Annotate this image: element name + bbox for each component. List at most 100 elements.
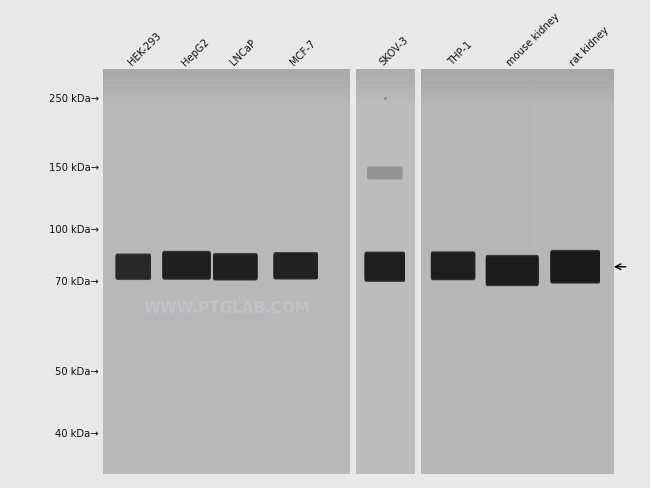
Bar xyxy=(421,80,614,84)
FancyBboxPatch shape xyxy=(431,252,475,280)
FancyBboxPatch shape xyxy=(365,254,405,280)
Text: SKOV-3: SKOV-3 xyxy=(378,35,410,68)
FancyBboxPatch shape xyxy=(431,253,475,280)
FancyBboxPatch shape xyxy=(213,254,257,281)
FancyBboxPatch shape xyxy=(214,261,257,274)
FancyBboxPatch shape xyxy=(551,255,600,280)
Text: 150 kDa→: 150 kDa→ xyxy=(49,163,99,172)
FancyBboxPatch shape xyxy=(213,255,257,279)
FancyBboxPatch shape xyxy=(431,255,475,277)
FancyBboxPatch shape xyxy=(551,252,600,283)
Bar xyxy=(356,70,415,75)
FancyBboxPatch shape xyxy=(486,259,538,283)
FancyBboxPatch shape xyxy=(365,254,405,281)
Bar xyxy=(103,84,350,89)
Bar xyxy=(356,70,415,474)
FancyBboxPatch shape xyxy=(162,255,211,276)
Bar xyxy=(356,99,415,103)
Text: 250 kDa→: 250 kDa→ xyxy=(49,94,99,103)
FancyBboxPatch shape xyxy=(551,251,600,284)
FancyBboxPatch shape xyxy=(486,257,538,285)
FancyBboxPatch shape xyxy=(431,254,475,279)
FancyBboxPatch shape xyxy=(162,252,211,279)
Bar xyxy=(356,89,415,94)
Text: THP-1: THP-1 xyxy=(446,40,474,68)
FancyBboxPatch shape xyxy=(274,254,318,279)
Text: mouse kidney: mouse kidney xyxy=(505,11,562,68)
Bar xyxy=(103,99,350,103)
FancyBboxPatch shape xyxy=(551,259,599,275)
FancyBboxPatch shape xyxy=(274,255,318,278)
FancyBboxPatch shape xyxy=(486,260,538,283)
FancyBboxPatch shape xyxy=(551,250,600,284)
FancyBboxPatch shape xyxy=(367,168,402,180)
FancyBboxPatch shape xyxy=(367,167,402,180)
FancyBboxPatch shape xyxy=(486,256,538,286)
FancyBboxPatch shape xyxy=(365,260,404,274)
Bar xyxy=(421,103,614,108)
Text: rat kidney: rat kidney xyxy=(568,25,611,68)
FancyBboxPatch shape xyxy=(486,257,538,285)
FancyBboxPatch shape xyxy=(162,254,211,278)
Bar xyxy=(421,75,614,80)
FancyBboxPatch shape xyxy=(367,168,402,179)
FancyBboxPatch shape xyxy=(116,255,151,280)
FancyBboxPatch shape xyxy=(116,256,151,279)
FancyBboxPatch shape xyxy=(116,256,151,278)
FancyBboxPatch shape xyxy=(365,253,405,281)
FancyBboxPatch shape xyxy=(274,256,318,277)
FancyBboxPatch shape xyxy=(274,260,317,273)
FancyBboxPatch shape xyxy=(432,260,474,273)
FancyBboxPatch shape xyxy=(431,255,475,278)
Bar xyxy=(356,103,415,108)
FancyBboxPatch shape xyxy=(274,255,318,277)
FancyBboxPatch shape xyxy=(367,168,402,180)
FancyBboxPatch shape xyxy=(213,257,257,277)
Bar xyxy=(356,80,415,84)
Text: HEK-293: HEK-293 xyxy=(126,31,163,68)
FancyBboxPatch shape xyxy=(213,256,257,279)
FancyBboxPatch shape xyxy=(551,254,600,280)
FancyBboxPatch shape xyxy=(162,255,211,277)
FancyBboxPatch shape xyxy=(431,252,475,281)
Text: 100 kDa→: 100 kDa→ xyxy=(49,224,99,234)
FancyBboxPatch shape xyxy=(116,254,151,281)
FancyBboxPatch shape xyxy=(367,168,402,179)
FancyBboxPatch shape xyxy=(213,254,257,280)
FancyBboxPatch shape xyxy=(486,264,538,278)
Bar xyxy=(103,70,350,75)
Text: 50 kDa→: 50 kDa→ xyxy=(55,366,99,377)
Bar xyxy=(103,103,350,108)
FancyBboxPatch shape xyxy=(486,258,538,284)
Text: WWW.PTGLAB.COM: WWW.PTGLAB.COM xyxy=(144,300,311,315)
Bar xyxy=(421,70,614,474)
Text: LNCaP: LNCaP xyxy=(228,38,258,68)
FancyBboxPatch shape xyxy=(551,253,600,282)
Bar xyxy=(421,94,614,99)
FancyBboxPatch shape xyxy=(368,170,402,177)
Bar xyxy=(421,70,614,75)
FancyBboxPatch shape xyxy=(162,254,211,278)
Bar xyxy=(356,84,415,89)
FancyBboxPatch shape xyxy=(116,254,151,280)
FancyBboxPatch shape xyxy=(367,167,402,180)
Text: 40 kDa→: 40 kDa→ xyxy=(55,428,99,438)
FancyBboxPatch shape xyxy=(274,252,318,280)
FancyBboxPatch shape xyxy=(116,261,150,273)
Bar xyxy=(103,89,350,94)
Text: MCF-7: MCF-7 xyxy=(289,39,318,68)
Bar xyxy=(103,80,350,84)
Bar xyxy=(356,75,415,80)
Bar xyxy=(421,89,614,94)
FancyBboxPatch shape xyxy=(116,255,151,279)
FancyBboxPatch shape xyxy=(213,257,257,278)
FancyBboxPatch shape xyxy=(162,253,211,279)
FancyBboxPatch shape xyxy=(431,253,475,279)
Bar xyxy=(356,94,415,99)
FancyBboxPatch shape xyxy=(367,167,402,180)
Bar xyxy=(421,84,614,89)
Bar xyxy=(103,94,350,99)
FancyBboxPatch shape xyxy=(551,254,600,281)
Text: HepG2: HepG2 xyxy=(179,37,211,68)
FancyBboxPatch shape xyxy=(365,255,405,280)
